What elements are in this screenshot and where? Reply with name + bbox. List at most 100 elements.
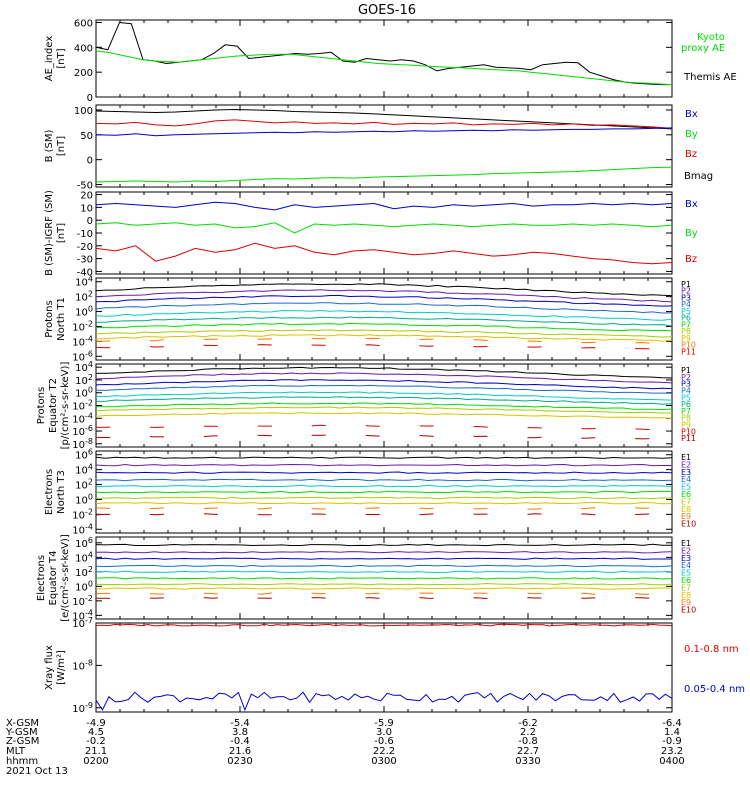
xray-line-0 — [95, 623, 673, 627]
series-line-bz — [95, 119, 673, 129]
channel-legend-p5: P5 — [681, 307, 691, 316]
footer-value: 22.2 — [373, 746, 395, 757]
ytick-label: 10-4 — [72, 522, 93, 536]
footer-value: 21.6 — [229, 746, 251, 757]
footer-value: -6.2 — [518, 718, 538, 729]
ytick-label: 0 — [87, 156, 93, 167]
channel-line-p5 — [95, 391, 673, 401]
footer-value: -0.6 — [374, 736, 394, 747]
ylabel-line: [nT] — [56, 223, 67, 243]
channel-line-p3 — [95, 295, 673, 307]
ylabel-line: Protons — [44, 300, 55, 337]
channel-line-p8 — [95, 329, 673, 338]
ytick-label: 102 — [75, 373, 93, 387]
footer-value: 4.5 — [88, 727, 104, 738]
ytick-label: 104 — [75, 360, 93, 374]
channel-legend-e3: E3 — [681, 554, 691, 563]
channel-legend-p3: P3 — [681, 293, 691, 302]
channel-legend-e1: E1 — [681, 453, 691, 462]
channel-legend-p9: P9 — [681, 421, 691, 430]
channel-legend-e3: E3 — [681, 468, 691, 477]
channel-legend-p5: P5 — [681, 393, 691, 402]
channel-line-e4 — [95, 564, 673, 568]
footer-value: 3.8 — [232, 727, 248, 738]
ytick-label: 104 — [75, 463, 93, 477]
footer-value: 0230 — [227, 756, 252, 767]
ytick-label: 600 — [74, 18, 93, 29]
ytick-label: 0 — [87, 93, 93, 104]
channel-line-p2 — [95, 289, 673, 303]
ylabel-line: Xray flux — [44, 645, 55, 690]
channel-legend-e9: E9 — [681, 512, 691, 521]
channel-legend-p7: P7 — [681, 407, 691, 416]
channel-line-e7 — [95, 496, 673, 500]
panel-8: 10-7 10-8 10-9 Xray flux [W/m²] 0.1-0.8 nm 0.0… — [44, 616, 745, 715]
channel-legend-p9: P9 — [681, 334, 691, 343]
channel-line-p4 — [95, 384, 673, 394]
ylabel-line: [W/m²] — [56, 650, 67, 685]
ytick-label: 102 — [75, 565, 93, 579]
ytick-label: 10-6 — [72, 349, 93, 363]
channel-legend-p3: P3 — [681, 380, 691, 389]
footer-row-label: MLT — [6, 746, 26, 757]
legend-bx: Bx — [685, 109, 698, 120]
channel-line-e1 — [95, 543, 672, 547]
footer-value: 21.1 — [85, 746, 107, 757]
ylabel-line: B (SM)-IGRF (SM) — [44, 190, 55, 276]
ytick-label: 10-7 — [72, 616, 93, 630]
channel-line-e9 — [95, 507, 673, 510]
ylabel-line: B (SM) — [44, 129, 55, 162]
ylabel-line: Equator T2 — [48, 378, 59, 433]
channel-legend-p10: P10 — [681, 341, 696, 350]
ytick-label: 10-2 — [72, 507, 93, 521]
ytick-label: -40 — [77, 267, 93, 278]
legend-proxy-ae: proxy AE — [681, 43, 725, 54]
channel-line-e4 — [95, 478, 673, 482]
ytick-label: 10-4 — [72, 411, 93, 425]
channel-line-e5 — [95, 484, 673, 488]
legend-bx: Bx — [685, 199, 698, 210]
footer-value: 23.2 — [661, 746, 683, 757]
footer-value: 0200 — [83, 756, 108, 767]
channel-line-e9 — [95, 592, 673, 595]
channel-legend-e10: E10 — [681, 606, 696, 615]
footer-value: 0400 — [659, 756, 684, 767]
channel-legend-e9: E9 — [681, 598, 691, 607]
ylabel-line: Electrons — [44, 469, 55, 515]
channel-line-p9 — [95, 412, 673, 419]
ytick-label: 10-8 — [72, 658, 93, 672]
ytick-label: -30 — [77, 255, 93, 266]
channel-line-p8 — [95, 406, 673, 414]
ytick-label: 102 — [75, 290, 93, 304]
channel-line-p7 — [95, 402, 673, 411]
legend-themis-ae: Themis AE — [683, 72, 737, 83]
footer-value: -0.2 — [86, 736, 106, 747]
ytick-label: 10-4 — [72, 334, 93, 348]
channel-line-p2 — [95, 372, 673, 384]
series-line-by — [95, 222, 673, 234]
channel-legend-e4: E4 — [681, 475, 691, 484]
panel-frame — [95, 104, 673, 188]
ytick-label: 100 — [74, 106, 93, 117]
channel-line-e6 — [95, 577, 673, 580]
channel-legend-e5: E5 — [681, 483, 691, 492]
channel-line-e3 — [95, 557, 672, 560]
channel-legend-p1: P1 — [681, 366, 691, 375]
series-line-bx — [95, 127, 673, 137]
footer-value: -5.9 — [374, 718, 394, 729]
ytick-label: 10-4 — [72, 608, 93, 622]
ylabel-line: Equator T4 — [48, 551, 59, 606]
series-line-bz — [95, 242, 673, 265]
ylabel-line: North T3 — [56, 470, 67, 514]
ytick-label: 100 — [75, 386, 93, 400]
legend-bmag: Bmag — [684, 171, 713, 182]
channel-line-e10 — [95, 513, 673, 516]
ytick-label: 200 — [74, 68, 93, 79]
channel-legend-e8: E8 — [681, 591, 691, 600]
channel-legend-e4: E4 — [681, 561, 691, 570]
ytick-label: 400 — [74, 43, 93, 54]
